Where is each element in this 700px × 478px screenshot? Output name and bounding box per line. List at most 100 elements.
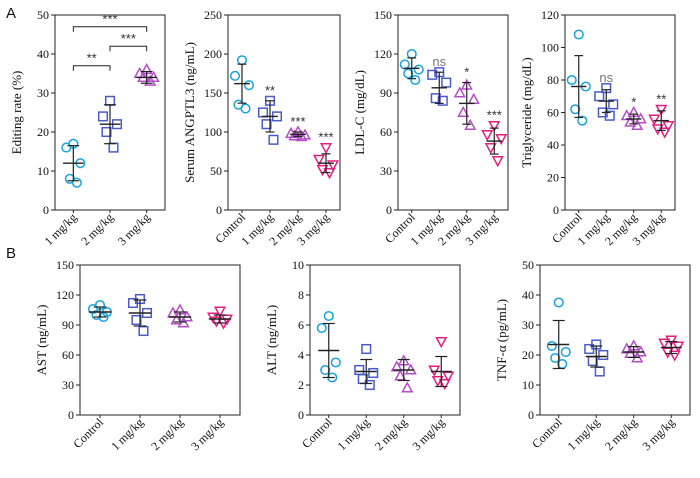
y-tick-label: 10 — [292, 258, 304, 272]
data-point — [144, 74, 157, 86]
significance-bracket — [109, 45, 148, 52]
y-tick-label: 20 — [522, 348, 534, 362]
significance-label: ns — [599, 70, 613, 85]
x-tick-label: 2 mg/kg — [372, 415, 410, 453]
data-point — [170, 313, 183, 325]
y-tick-label: 30 — [380, 164, 392, 178]
significance-label: * — [631, 95, 636, 110]
data-point — [406, 48, 417, 60]
data-point — [361, 343, 372, 355]
x-tick-label: 3 mg/kg — [115, 210, 153, 248]
y-tick-label: 0 — [553, 203, 559, 217]
y-tick-label: 10 — [522, 378, 534, 392]
data-point — [368, 367, 379, 379]
chart-alt: 0 2 4 6 8 10 ALT (ng/mL) Control 1 mg/kg 2 mg/kg 3… — [264, 258, 461, 453]
data-point — [441, 77, 452, 88]
data-point — [553, 297, 564, 308]
y-axis-label: Editing rate (%) — [9, 71, 24, 155]
data-point — [598, 349, 609, 361]
data-point — [662, 120, 675, 133]
data-point — [648, 114, 661, 126]
data-point — [481, 130, 494, 142]
data-point — [288, 129, 301, 141]
y-tick-label: 120 — [56, 288, 74, 302]
y-axis-label: Triglyceride (mg/dL) — [519, 57, 534, 167]
data-point — [435, 336, 448, 349]
plot-frame — [309, 264, 461, 416]
y-tick-label: 6 — [298, 318, 304, 332]
plot-frame — [397, 14, 509, 211]
y-tick-label: 90 — [62, 318, 74, 332]
data-point — [399, 59, 410, 70]
x-tick-label: 2 mg/kg — [78, 210, 116, 248]
data-point — [668, 350, 681, 362]
data-point — [236, 55, 248, 66]
data-point — [491, 156, 504, 168]
y-axis-label: TNF-α (pg/mL) — [494, 299, 509, 381]
plot-frame — [79, 264, 241, 416]
y-axis-label: LDL-C (mg/dL) — [352, 70, 367, 155]
y-tick-label: 0 — [386, 203, 392, 217]
significance-label: ** — [656, 91, 666, 106]
panel-letter-b: B — [6, 245, 16, 262]
y-tick-label: 150 — [56, 258, 74, 272]
data-point — [323, 310, 334, 322]
data-point — [413, 64, 424, 75]
data-point — [127, 297, 139, 309]
data-point — [61, 142, 72, 153]
data-point — [488, 120, 501, 133]
y-tick-label: 10 — [37, 164, 49, 178]
data-point — [467, 92, 480, 105]
y-tick-label: 30 — [522, 318, 534, 332]
y-tick-label: 100 — [541, 41, 559, 55]
data-point — [608, 99, 619, 110]
x-tick-label: 1 mg/kg — [334, 415, 372, 453]
data-point — [91, 309, 102, 321]
panel-letter-a: A — [6, 5, 16, 22]
significance-label: *** — [102, 12, 117, 27]
data-point — [566, 74, 577, 86]
plot-frame — [539, 264, 691, 416]
data-point — [213, 306, 227, 318]
data-point — [672, 341, 685, 353]
data-point — [295, 130, 308, 142]
data-point — [138, 325, 149, 337]
data-point — [428, 365, 441, 377]
data-point — [594, 91, 605, 102]
y-tick-label: 0 — [43, 203, 49, 217]
data-point — [410, 74, 421, 86]
x-tick-label: Control — [70, 415, 106, 451]
significance-label: *** — [318, 130, 333, 145]
data-point — [390, 360, 403, 372]
plot-frame — [227, 14, 341, 211]
data-point — [330, 357, 341, 368]
data-point — [570, 104, 581, 115]
data-point — [268, 134, 279, 145]
data-point — [495, 133, 508, 146]
y-tick-label: 20 — [37, 125, 49, 139]
y-tick-label: 60 — [62, 348, 74, 362]
y-tick-label: 200 — [204, 47, 222, 61]
x-tick-label: 1 mg/kg — [564, 415, 602, 453]
data-point — [319, 143, 333, 155]
x-tick-label: 3 mg/kg — [409, 415, 447, 453]
data-point — [243, 80, 255, 91]
data-point — [438, 378, 451, 391]
data-point — [261, 119, 272, 130]
data-point — [620, 342, 633, 354]
y-tick-label: 90 — [380, 86, 392, 100]
y-tick-label: 20 — [547, 171, 559, 185]
significance-bracket — [72, 65, 111, 71]
x-tick-label: 2 mg/kg — [602, 415, 640, 453]
data-point — [101, 126, 112, 138]
data-point — [631, 118, 644, 131]
data-point — [560, 346, 571, 358]
data-point — [394, 369, 407, 381]
y-tick-label: 30 — [62, 378, 74, 392]
data-point — [97, 111, 109, 122]
data-point — [624, 115, 637, 127]
data-point — [427, 69, 438, 80]
